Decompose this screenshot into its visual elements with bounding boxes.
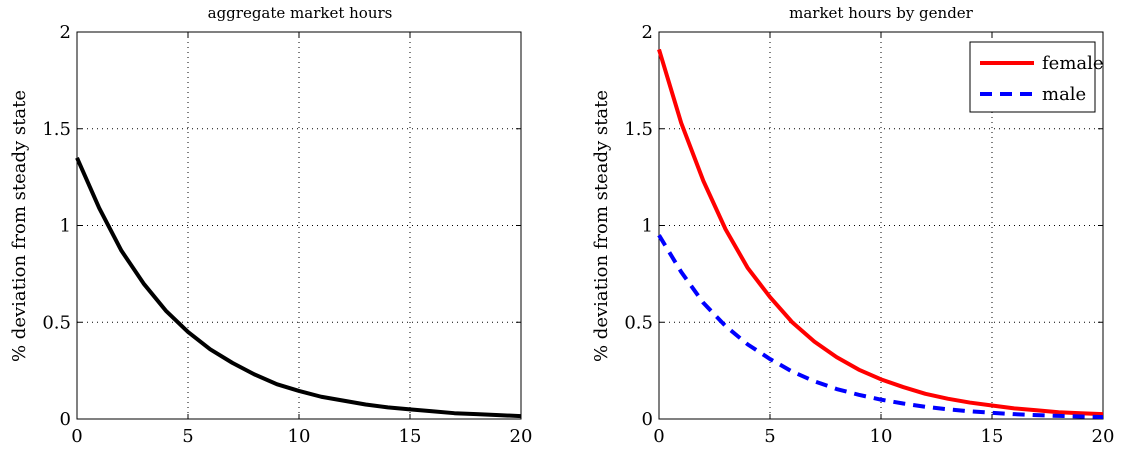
x-tick-label: 15 bbox=[399, 426, 422, 447]
panel-right-grid bbox=[659, 32, 1103, 419]
series-line-female bbox=[657, 48, 1104, 417]
panel-left-axes-frame bbox=[76, 31, 522, 420]
panel-right-series bbox=[657, 48, 1104, 420]
legend-label-male: male bbox=[1042, 84, 1086, 105]
y-tick-label: 0 bbox=[60, 409, 71, 430]
y-tick-label: 0 bbox=[642, 409, 653, 430]
x-tick-label: 15 bbox=[981, 426, 1004, 447]
panel-left: aggregate market hours % deviation from … bbox=[9, 4, 532, 447]
series-line-male bbox=[657, 234, 1104, 420]
x-tick-label: 10 bbox=[288, 426, 311, 447]
y-tick-label: 1 bbox=[642, 216, 653, 237]
x-tick-label: 5 bbox=[764, 426, 775, 447]
y-tick-label: 2 bbox=[642, 22, 653, 43]
panel-right: market hours by gender % deviation from … bbox=[591, 4, 1114, 447]
x-tick-label: 20 bbox=[510, 426, 533, 447]
y-tick-label: 1.5 bbox=[624, 119, 653, 140]
y-tick-label: 1.5 bbox=[42, 119, 71, 140]
panel-left-x-tick-labels: 0 5 10 15 20 bbox=[71, 426, 532, 447]
legend: female male bbox=[969, 41, 1104, 113]
series-line bbox=[75, 156, 522, 419]
panel-left-ylabel: % deviation from steady state bbox=[9, 90, 30, 362]
panel-right-ylabel: % deviation from steady state bbox=[591, 90, 612, 362]
x-tick-label: 10 bbox=[870, 426, 893, 447]
x-tick-label: 5 bbox=[182, 426, 193, 447]
y-tick-label: 1 bbox=[60, 216, 71, 237]
x-tick-label: 0 bbox=[653, 426, 664, 447]
x-tick-label: 20 bbox=[1092, 426, 1115, 447]
panel-left-title: aggregate market hours bbox=[208, 4, 393, 22]
legend-label-female: female bbox=[1042, 53, 1104, 74]
panel-left-grid bbox=[77, 32, 521, 419]
panel-left-series bbox=[75, 156, 522, 419]
y-tick-label: 2 bbox=[60, 22, 71, 43]
panel-left-ticks bbox=[76, 31, 522, 420]
x-tick-label: 0 bbox=[71, 426, 82, 447]
y-tick-label: 0.5 bbox=[624, 312, 653, 333]
y-tick-label: 0.5 bbox=[42, 312, 71, 333]
panel-right-x-tick-labels: 0 5 10 15 20 bbox=[653, 426, 1114, 447]
panel-left-y-tick-labels: 0 0.5 1 1.5 2 bbox=[42, 22, 71, 430]
panel-right-y-tick-labels: 0 0.5 1 1.5 2 bbox=[624, 22, 653, 430]
panel-right-title: market hours by gender bbox=[789, 4, 974, 22]
legend-box bbox=[969, 41, 1096, 113]
panel-right-ticks bbox=[658, 31, 1104, 420]
